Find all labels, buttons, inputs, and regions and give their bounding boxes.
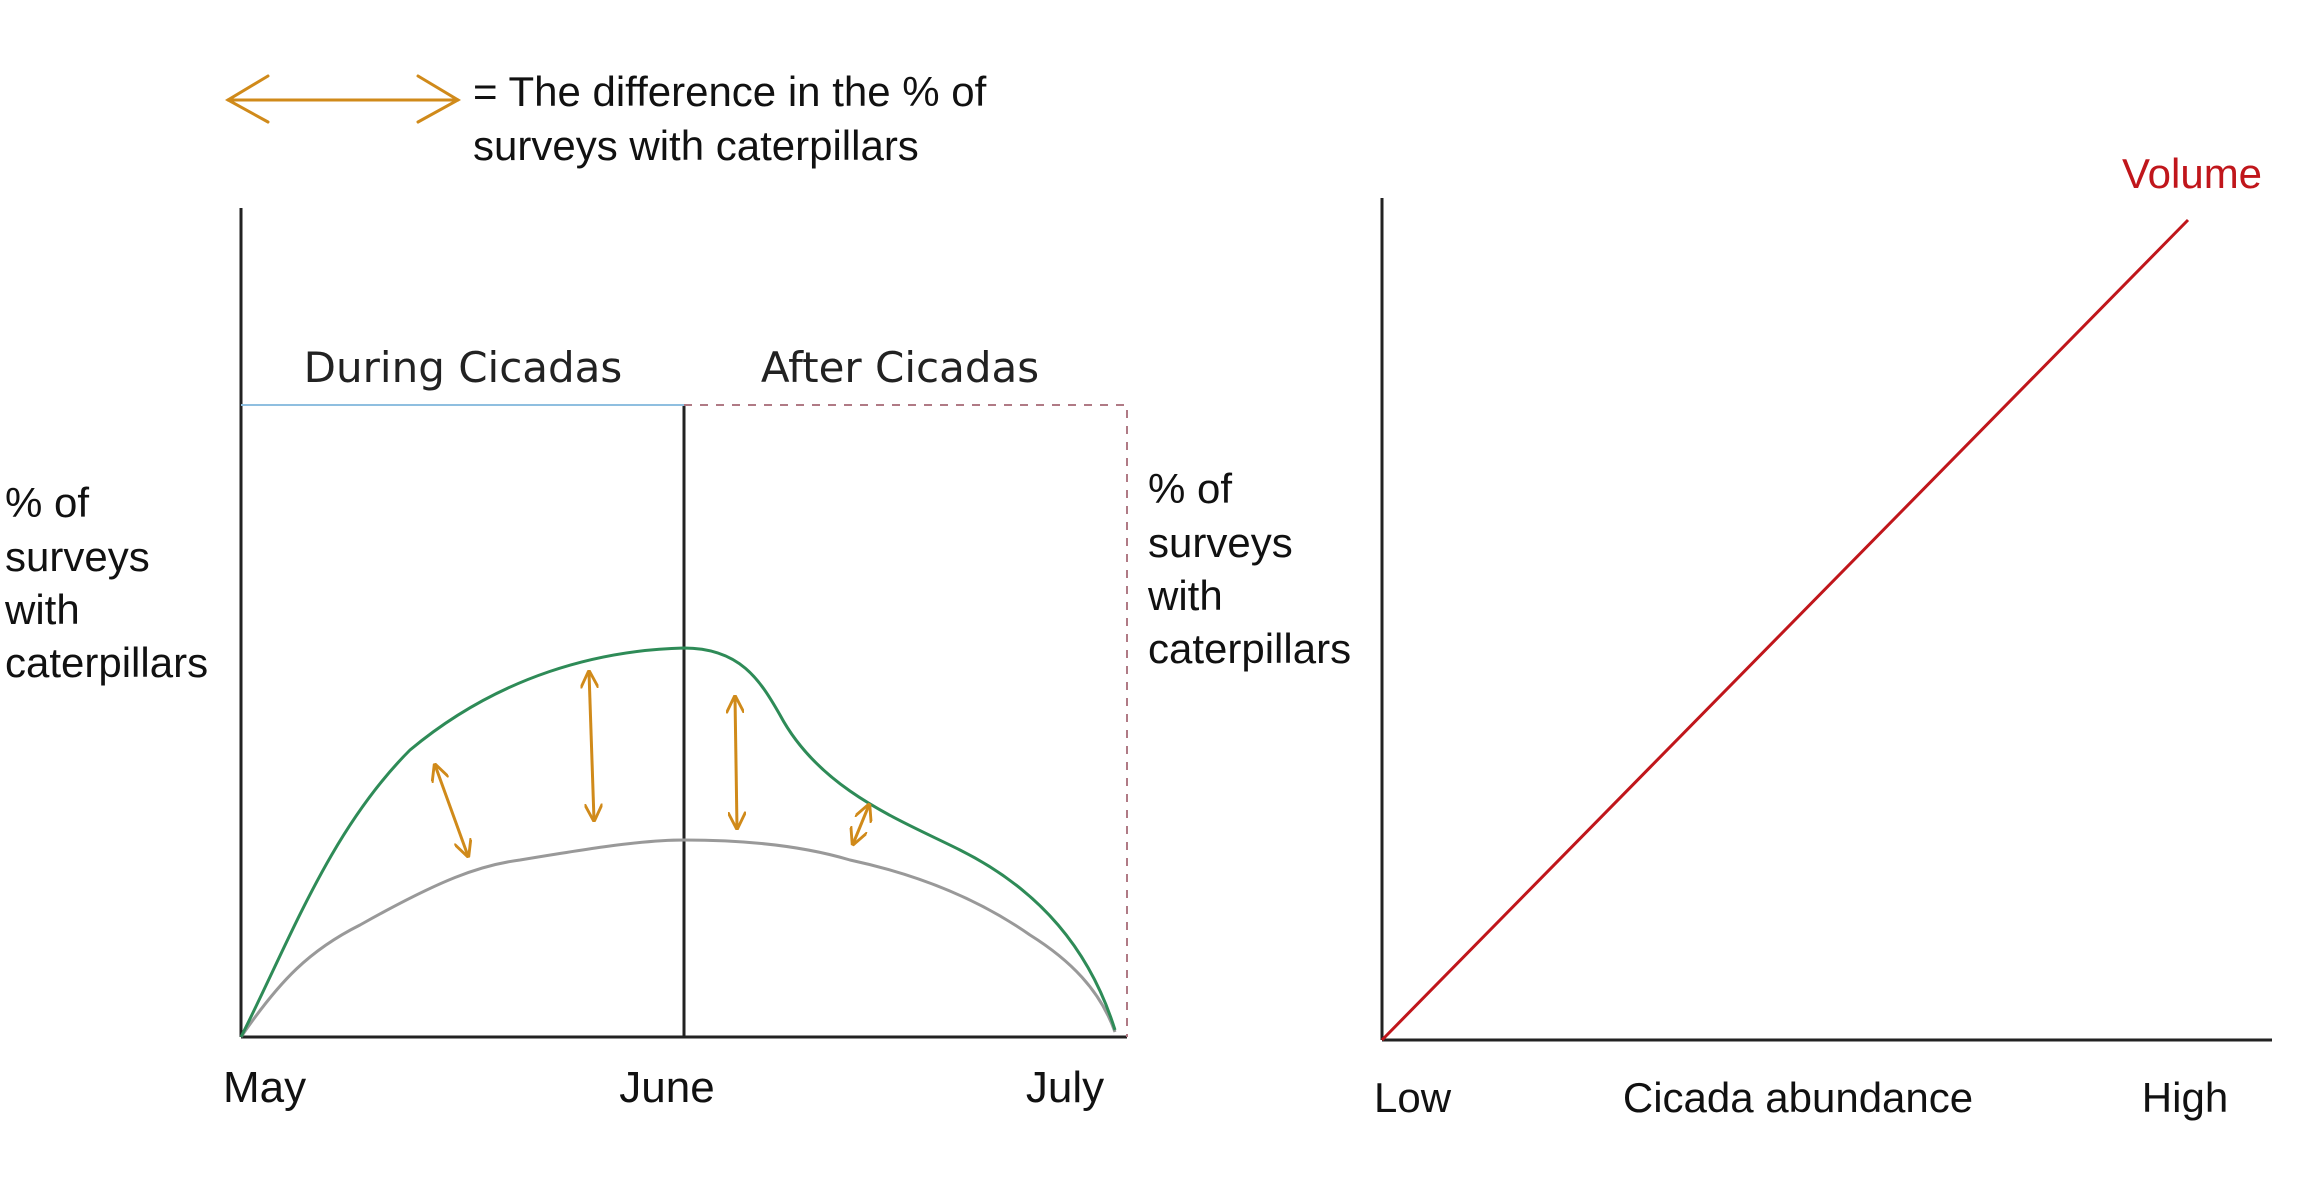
right-y-label-line3: with <box>1147 572 1223 619</box>
left-y-label: % of surveys with caterpillars <box>4 479 208 686</box>
legend-text-line2: surveys with caterpillars <box>473 122 919 169</box>
difference-arrows <box>435 672 869 856</box>
left-y-label-line2: surveys <box>5 533 150 580</box>
left-y-label-line3: with <box>4 586 80 633</box>
right-chart: Volume Low Cicada abundance High <box>1374 150 2272 1121</box>
difference-arrow-1 <box>435 765 468 856</box>
x-label-low: Low <box>1374 1074 1452 1121</box>
difference-arrow-2 <box>589 672 594 820</box>
volume-line <box>1380 218 2190 1042</box>
x-label-high: High <box>2142 1074 2228 1121</box>
x-tick-july: July <box>1026 1063 1104 1112</box>
legend: = The difference in the % of surveys wit… <box>224 68 987 169</box>
left-y-label-line1: % of <box>5 479 89 526</box>
right-y-label-line1: % of <box>1148 465 1232 512</box>
difference-arrow-4 <box>853 805 869 844</box>
section-after-label: After Cicadas <box>761 343 1039 392</box>
x-axis-title: Cicada abundance <box>1623 1074 1973 1121</box>
difference-arrow-3 <box>735 697 737 828</box>
right-y-label-line2: surveys <box>1148 519 1293 566</box>
section-during-label: During Cicadas <box>304 343 623 392</box>
green-curve <box>239 646 1117 1038</box>
right-y-label-line4: caterpillars <box>1148 625 1351 672</box>
left-y-label-line4: caterpillars <box>5 639 208 686</box>
legend-text-line1: = The difference in the % of <box>473 68 987 115</box>
right-y-label: % of surveys with caterpillars <box>1147 465 1351 672</box>
x-tick-june: June <box>619 1063 714 1112</box>
volume-label: Volume <box>2122 150 2262 197</box>
double-arrow-icon <box>224 74 462 124</box>
gray-curve <box>239 838 1117 1038</box>
x-tick-may: May <box>223 1063 306 1112</box>
after-cicadas-dashed-box <box>684 404 1128 1037</box>
left-chart: During Cicadas After Cicadas % of survey… <box>4 208 1351 1112</box>
